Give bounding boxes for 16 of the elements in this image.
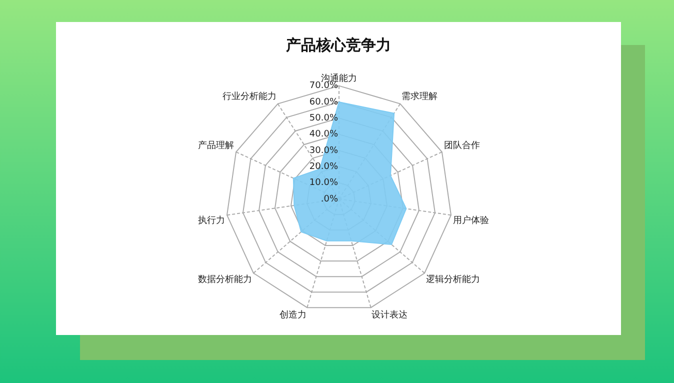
y-tick-label: 20.0% — [309, 162, 338, 172]
chart-title: 产品核心竞争力 — [285, 36, 392, 55]
spoke-label: 需求理解 — [401, 91, 438, 102]
spoke-label: 创造力 — [280, 309, 307, 320]
y-tick-label: .0% — [320, 194, 338, 204]
spoke-label: 团队合作 — [444, 140, 480, 152]
spoke-label: 逻辑分析能力 — [426, 274, 480, 286]
y-tick-label: 70.0% — [309, 81, 338, 92]
spoke-label: 产品理解 — [198, 140, 234, 152]
spoke-label: 设计表达 — [371, 309, 408, 320]
spoke-label: 执行力 — [198, 215, 225, 226]
spoke-label: 行业分析能力 — [222, 91, 277, 102]
spoke-label: 用户体验 — [453, 215, 489, 226]
y-tick-label: 60.0% — [309, 97, 338, 108]
spoke-label: 数据分析能力 — [198, 274, 252, 286]
y-tick-label: 10.0% — [309, 178, 338, 188]
